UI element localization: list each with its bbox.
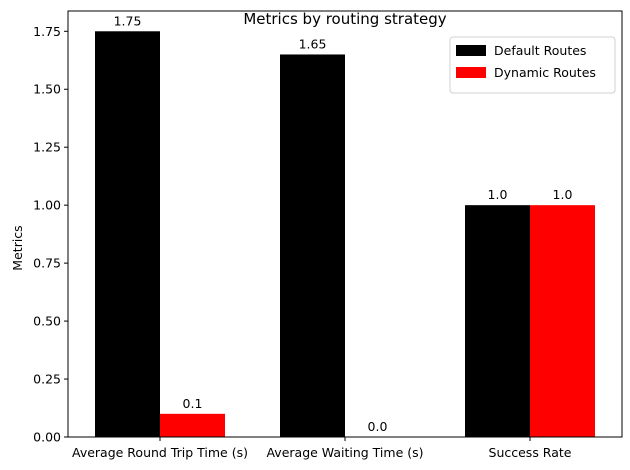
x-tick-label: Average Waiting Time (s) [266, 445, 423, 460]
y-tick-label: 1.00 [33, 198, 61, 213]
y-tick-label: 0.00 [33, 430, 61, 445]
chart-title: Metrics by routing strategy [243, 10, 446, 28]
legend-box [449, 36, 616, 94]
legend-swatch [456, 67, 486, 78]
plot-frame [67, 10, 623, 438]
bar-value-label: 1.0 [488, 187, 508, 202]
bar-value-label: 1.75 [114, 13, 142, 28]
bar-value-label: 1.0 [553, 187, 573, 202]
bar [160, 413, 225, 437]
y-axis-title: Metrics [10, 225, 25, 270]
bar-value-label: 0.0 [368, 419, 388, 434]
y-tick-label: 0.75 [33, 256, 61, 271]
bar [530, 205, 595, 437]
legend-swatch [456, 45, 486, 56]
bar [280, 54, 345, 437]
legend-label: Dynamic Routes [494, 65, 596, 80]
x-tick-label: Success Rate [489, 445, 572, 460]
legend: Default Routes Dynamic Routes [449, 36, 616, 94]
bar-value-label: 0.1 [183, 396, 203, 411]
bar [95, 31, 160, 438]
legend-label: Default Routes [494, 43, 586, 58]
x-tick-label: Average Round Trip Time (s) [72, 445, 248, 460]
y-tick-label: 1.75 [33, 24, 61, 39]
y-tick-label: 1.25 [33, 140, 61, 155]
bar-value-label: 1.65 [299, 36, 327, 51]
y-tick-label: 1.50 [33, 82, 61, 97]
y-tick-label: 0.50 [33, 314, 61, 329]
bar [465, 205, 530, 437]
y-tick-label: 0.25 [33, 372, 61, 387]
